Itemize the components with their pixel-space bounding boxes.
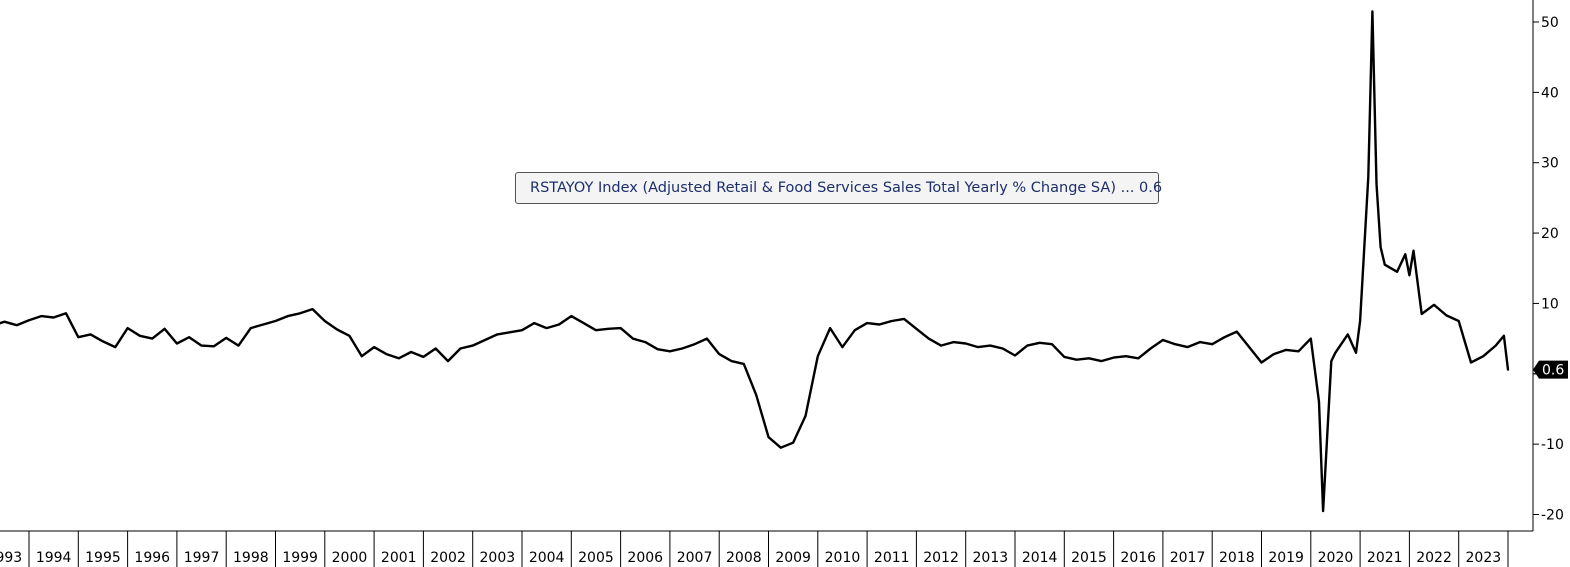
x-tick-label: 1999	[282, 550, 318, 566]
x-tick-label: 2020	[1318, 550, 1354, 566]
x-tick-label: 1998	[233, 550, 269, 566]
x-tick-label: 1997	[184, 550, 220, 566]
y-tick-label: 50	[1541, 15, 1559, 31]
last-value-badge	[1533, 360, 1568, 379]
x-tick-label: 2006	[627, 550, 663, 566]
x-tick-label: 2007	[677, 550, 713, 566]
x-tick-label: 1996	[134, 550, 170, 566]
series-line	[0, 10, 1510, 513]
x-tick-label: 2003	[480, 550, 516, 566]
y-tick-label: -20	[1541, 508, 1564, 524]
x-tick-label: 2023	[1466, 550, 1502, 566]
last-value-marker: 0.6	[1533, 360, 1568, 379]
x-tick-label: 2018	[1219, 550, 1255, 566]
x-tick-label: 2010	[825, 550, 861, 566]
x-tick-label: 2011	[874, 550, 910, 566]
x-tick-label: 2009	[775, 550, 811, 566]
x-tick-label: 2022	[1416, 550, 1452, 566]
x-tick-label: 2004	[529, 550, 565, 566]
y-tick-label: -10	[1541, 437, 1564, 453]
y-tick-label: 30	[1541, 156, 1559, 172]
x-tick-label: 2012	[923, 550, 959, 566]
x-axis: 1993 1994 1995 1996 1997 1998 1999 2000 2001 2002…	[0, 530, 1533, 567]
y-tick-label: 20	[1541, 226, 1559, 242]
y-tick-label: 10	[1541, 296, 1559, 312]
x-tick-label: 1995	[85, 550, 121, 566]
x-tick-label: 2002	[430, 550, 466, 566]
legend-label: RSTAYOY Index (Adjusted Retail & Food Se…	[530, 180, 1163, 196]
y-axis: -20 -10 10 20 30 40 50	[1532, 0, 1564, 531]
x-tick-label: 2021	[1367, 550, 1403, 566]
x-tick-label: 2001	[381, 550, 417, 566]
x-tick-label: 2015	[1071, 550, 1107, 566]
x-tick-label: 2000	[332, 550, 368, 566]
x-tick-label: 1994	[36, 550, 72, 566]
series-layer	[0, 10, 1510, 513]
x-tick-label: 2008	[726, 550, 762, 566]
x-tick-label: 2016	[1120, 550, 1156, 566]
y-tick-label: 40	[1541, 85, 1559, 101]
x-tick-label: 2014	[1022, 550, 1058, 566]
legend: RSTAYOY Index (Adjusted Retail & Food Se…	[515, 172, 1163, 204]
last-value-label: 0.6	[1542, 363, 1564, 379]
x-tick-label: 2005	[578, 550, 614, 566]
x-tick-label: 1993	[0, 550, 22, 566]
x-tick-label: 2013	[973, 550, 1009, 566]
x-tick-label: 2019	[1268, 550, 1304, 566]
x-tick-label: 2017	[1170, 550, 1206, 566]
